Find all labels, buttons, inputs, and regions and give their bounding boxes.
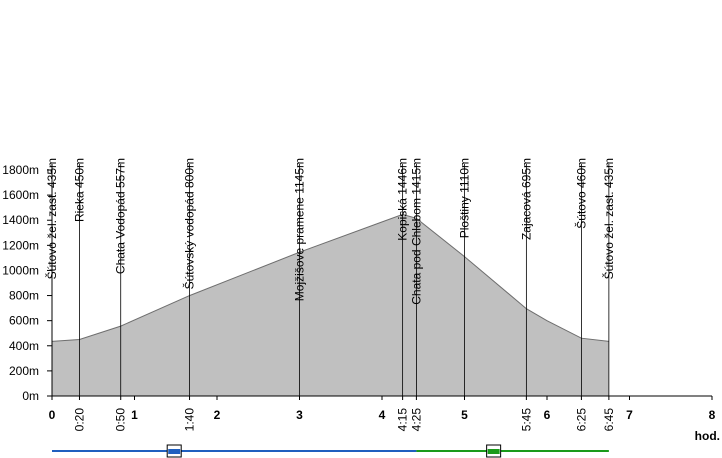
hour-tick-label: 7 (626, 408, 633, 422)
y-tick-label: 1400m (2, 213, 39, 227)
waypoint-label: Chata Vodopád 557m (114, 158, 128, 274)
y-tick-label: 1000m (2, 263, 39, 277)
route-marker-fill-ascent (168, 449, 181, 454)
elevation-area (52, 214, 609, 396)
y-tick-label: 200m (9, 364, 39, 378)
y-tick-label: 0m (22, 389, 39, 403)
waypoint-time-label: 1:40 (183, 408, 197, 432)
waypoint-time-label: 4:15 (396, 408, 410, 432)
y-tick-label: 800m (9, 289, 39, 303)
waypoint-label: Šútovo žel. zast. 435m (44, 158, 59, 279)
waypoint-time-label: 6:25 (574, 408, 588, 432)
elevation-line (51, 213, 609, 342)
hour-tick-label: 5 (461, 408, 468, 422)
waypoint-label: Mojžišove pramene 1145m (293, 158, 307, 301)
hour-tick-label: 1 (131, 408, 138, 422)
waypoint-time-label: 0:20 (72, 408, 86, 432)
waypoint-label: Šútovo 460m (573, 158, 588, 229)
waypoint-label: Zajacová 695m (519, 158, 533, 240)
waypoint-time-label: 0:50 (114, 408, 128, 432)
y-tick-label: 400m (9, 339, 39, 353)
y-tick-label: 1600m (2, 188, 39, 202)
y-tick-label: 1800m (2, 163, 39, 177)
hour-tick-label: 4 (379, 408, 386, 422)
waypoint-label: Chata pod Chlebom 1415m (409, 158, 423, 305)
waypoint-label: Šútovský vodopád 800m (182, 158, 197, 289)
route-marker-fill-descent (487, 449, 500, 454)
waypoint-time-label: 6:45 (602, 408, 616, 432)
hour-tick-label: 0 (49, 408, 56, 422)
waypoint-time-label: 5:45 (519, 408, 533, 432)
y-tick-label: 600m (9, 314, 39, 328)
x-unit-label: hod. (695, 429, 720, 443)
waypoint-label: Kopiská 1446m (396, 158, 410, 241)
hour-tick-label: 6 (544, 408, 551, 422)
waypoint-label: Rieka 450m (72, 158, 86, 222)
hour-tick-label: 3 (296, 408, 303, 422)
y-tick-label: 1200m (2, 238, 39, 252)
hour-tick-label: 2 (214, 408, 221, 422)
waypoint-time-label: 4:25 (409, 408, 423, 432)
waypoint-label: Šútovo žel. zast. 435m (601, 158, 616, 279)
waypoint-label: Ploštiny 1110m (458, 158, 472, 238)
hour-tick-label: 8 (709, 408, 716, 422)
